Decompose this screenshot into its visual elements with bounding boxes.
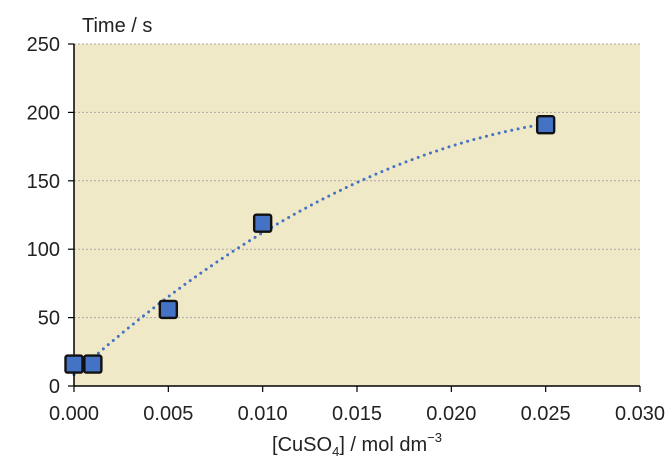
x-tick-label: 0.000	[49, 403, 99, 425]
data-points	[64, 115, 556, 374]
y-tick-label: 0	[49, 376, 60, 398]
x-axis-title-middle: ] / mol dm	[339, 434, 427, 456]
x-axis-title-subscript: 4	[332, 444, 339, 459]
y-axis-title: Time / s	[82, 15, 152, 37]
y-tick-label: 150	[27, 171, 60, 193]
y-tick-label: 50	[38, 308, 60, 330]
x-tick-label: 0.005	[143, 403, 193, 425]
y-tick-label: 250	[27, 34, 60, 56]
x-tick-label: 0.030	[615, 403, 665, 425]
x-axis-title-superscript: −3	[427, 430, 442, 445]
x-axis-title: [CuSO4] / mol dm−3	[272, 430, 442, 459]
data-point	[535, 115, 556, 135]
data-point	[252, 213, 273, 233]
ticks: 0 50 100 150 200 250 0.000 0.005 0.010 0.015 0.020…	[27, 34, 665, 425]
x-tick-label: 0.025	[521, 403, 571, 425]
x-axis-title-prefix: [CuSO	[272, 434, 332, 456]
x-tick-label: 0.010	[238, 403, 288, 425]
data-point	[83, 354, 103, 374]
x-tick-label: 0.020	[426, 403, 476, 425]
plot-area	[74, 44, 640, 386]
y-tick-label: 200	[27, 102, 60, 124]
data-point	[64, 354, 84, 374]
y-tick-label: 100	[27, 239, 60, 261]
data-point	[158, 299, 179, 320]
x-tick-label: 0.015	[332, 403, 382, 425]
trendline	[72, 122, 548, 377]
